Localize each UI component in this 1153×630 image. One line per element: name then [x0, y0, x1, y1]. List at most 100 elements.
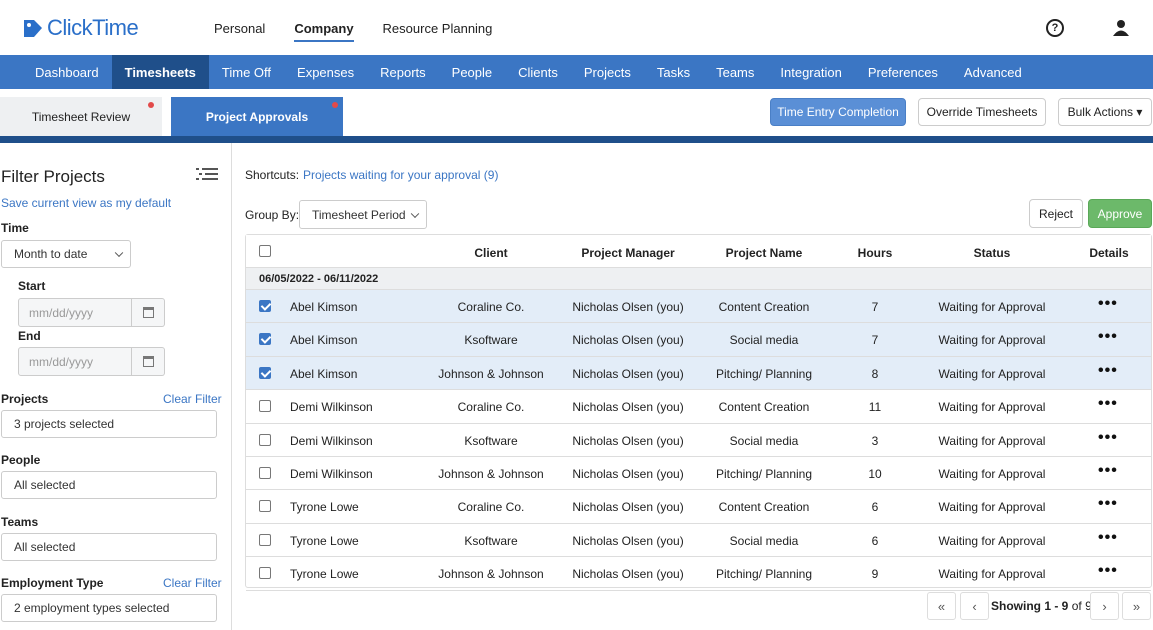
app-logo[interactable]: ClickTime — [22, 14, 139, 42]
reject-button[interactable]: Reject — [1029, 199, 1083, 228]
cell-status: Waiting for Approval — [938, 467, 1046, 481]
mainnav-item-projects[interactable]: Projects — [583, 64, 631, 80]
header-project-manager[interactable]: Project Manager — [581, 246, 675, 260]
details-more-icon[interactable]: ••• — [1098, 295, 1118, 312]
help-icon[interactable]: ? — [1046, 19, 1064, 37]
table-row[interactable]: Tyrone Lowe Ksoftware Nicholas Olsen (you)… — [246, 524, 1151, 558]
details-more-icon[interactable]: ••• — [1098, 395, 1118, 413]
cell-project-manager: Nicholas Olsen (you) — [572, 333, 684, 348]
row-checkbox[interactable] — [259, 300, 271, 312]
main-nav: Dashboard Timesheets Time Off Expenses Repor… — [0, 55, 1153, 89]
mainnav-item-reports[interactable]: Reports — [380, 64, 426, 80]
approve-button[interactable]: Approve — [1088, 199, 1152, 228]
end-calendar-button[interactable] — [132, 347, 165, 376]
header-client[interactable]: Client — [474, 246, 508, 260]
employment-clear-filter-link[interactable]: Clear Filter — [163, 576, 222, 590]
row-checkbox[interactable] — [259, 433, 271, 446]
details-more-icon[interactable]: ••• — [1098, 361, 1118, 379]
mainnav-item-timesheets[interactable]: Timesheets — [111, 55, 209, 89]
row-checkbox[interactable] — [259, 366, 271, 379]
mainnav-item-tasks[interactable]: Tasks — [656, 64, 691, 80]
cell-project-manager: Nicholas Olsen (you) — [572, 300, 684, 314]
table-row[interactable]: Abel Kimson Johnson & Johnson Nicholas Ols… — [246, 356, 1151, 391]
mainnav-item-time-off[interactable]: Time Off — [221, 64, 272, 80]
top-nav: Personal Company Resource Planning — [214, 21, 521, 42]
details-more-icon[interactable]: ••• — [1098, 462, 1118, 479]
select-all-checkbox[interactable] — [259, 245, 271, 257]
table-row[interactable]: Abel Kimson Coraline Co. Nicholas Olsen (y… — [246, 290, 1151, 324]
employment-type-filter-box[interactable]: 2 employment types selected — [1, 594, 217, 622]
table-row[interactable]: Tyrone Lowe Coraline Co. Nicholas Olsen (y… — [246, 490, 1151, 524]
row-checkbox[interactable] — [259, 500, 271, 513]
teams-filter-box[interactable]: All selected — [1, 533, 217, 561]
projects-filter-box[interactable]: 3 projects selected — [1, 410, 217, 438]
table-row[interactable]: Abel Kimson Ksoftware Nicholas Olsen (you)… — [246, 323, 1151, 357]
tab-underline-bar — [0, 136, 1153, 143]
topnav-item-personal[interactable]: Personal — [214, 21, 266, 36]
save-default-link[interactable]: Save current view as my default — [1, 196, 172, 210]
mainnav-item-teams[interactable]: Teams — [716, 64, 755, 80]
tab-project-approvals[interactable]: Project Approvals — [171, 97, 343, 136]
row-checkbox[interactable] — [259, 467, 271, 479]
teams-label: Teams — [1, 515, 39, 529]
end-date-input[interactable]: mm/dd/yyyy — [18, 347, 132, 376]
header-project-name[interactable]: Project Name — [725, 246, 803, 260]
time-select[interactable]: Month to date — [1, 240, 131, 268]
mainnav-item-expenses[interactable]: Expenses — [297, 64, 355, 80]
start-date-input[interactable]: mm/dd/yyyy — [18, 298, 132, 327]
tab-timesheet-review[interactable]: Timesheet Review — [0, 97, 162, 136]
cell-hours: 10 — [868, 467, 882, 481]
table-row[interactable]: Tyrone Lowe Johnson & Johnson Nicholas Ols… — [246, 557, 1151, 591]
override-timesheets-button[interactable]: Override Timesheets — [918, 98, 1046, 126]
cell-client: Johnson & Johnson — [438, 467, 544, 481]
projects-clear-filter-link[interactable]: Clear Filter — [163, 392, 222, 406]
mainnav-item-preferences[interactable]: Preferences — [867, 64, 938, 80]
details-more-icon[interactable]: ••• — [1098, 428, 1118, 446]
row-checkbox[interactable] — [259, 567, 271, 580]
row-checkbox[interactable] — [259, 333, 271, 346]
details-more-icon[interactable]: ••• — [1098, 495, 1118, 513]
next-page-icon: › — [1102, 598, 1107, 614]
cell-project-name: Content Creation — [718, 500, 810, 515]
user-icon[interactable] — [1112, 19, 1130, 37]
table-row[interactable]: Demi Wilkinson Coraline Co. Nicholas Olsen… — [246, 390, 1151, 424]
cell-person: Tyrone Lowe — [290, 500, 359, 515]
cell-status: Waiting for Approval — [938, 433, 1046, 448]
mainnav-item-integration[interactable]: Integration — [780, 64, 842, 80]
first-page-icon: « — [937, 598, 946, 614]
header-status[interactable]: Status — [973, 246, 1011, 260]
start-calendar-button[interactable] — [132, 298, 165, 327]
cell-client: Johnson & Johnson — [438, 567, 544, 582]
cell-project-name: Content Creation — [718, 300, 810, 314]
shortcut-waiting-approval-link[interactable]: Projects waiting for your approval (9) — [303, 168, 499, 182]
time-select-value: Month to date — [14, 247, 88, 261]
cell-status: Waiting for Approval — [938, 300, 1046, 314]
row-checkbox[interactable] — [259, 533, 271, 546]
mainnav-item-people[interactable]: People — [451, 64, 493, 80]
list-icon[interactable] — [196, 167, 218, 181]
header-hours[interactable]: Hours — [857, 246, 893, 260]
details-more-icon[interactable]: ••• — [1098, 328, 1118, 346]
group-by-select[interactable]: Timesheet Period — [299, 200, 427, 229]
next-page-button[interactable]: › — [1090, 592, 1119, 620]
bulk-actions-button[interactable]: Bulk Actions ▾ — [1058, 98, 1152, 126]
details-more-icon[interactable]: ••• — [1098, 528, 1118, 546]
row-checkbox[interactable] — [259, 400, 271, 413]
people-filter-box[interactable]: All selected — [1, 471, 217, 499]
table-row[interactable]: Demi Wilkinson Ksoftware Nicholas Olsen (y… — [246, 424, 1151, 457]
button-label: Override Timesheets — [926, 105, 1038, 119]
topnav-item-company[interactable]: Company — [294, 21, 354, 42]
first-page-button[interactable]: « — [927, 592, 956, 620]
last-page-button[interactable]: » — [1122, 592, 1151, 620]
mainnav-item-dashboard[interactable]: Dashboard — [35, 64, 99, 80]
notification-dot — [148, 102, 154, 108]
mainnav-item-clients[interactable]: Clients — [518, 64, 558, 80]
topnav-item-resource-planning[interactable]: Resource Planning — [382, 21, 493, 36]
time-entry-completion-button[interactable]: Time Entry Completion — [770, 98, 906, 126]
table-row[interactable]: Demi Wilkinson Johnson & Johnson Nicholas … — [246, 457, 1151, 491]
details-more-icon[interactable]: ••• — [1098, 562, 1118, 580]
cell-project-name: Pitching/ Planning — [715, 567, 813, 582]
mainnav-item-advanced[interactable]: Advanced — [963, 64, 1022, 80]
prev-page-button[interactable]: ‹ — [960, 592, 989, 620]
cell-project-name: Pitching/ Planning — [715, 467, 813, 481]
